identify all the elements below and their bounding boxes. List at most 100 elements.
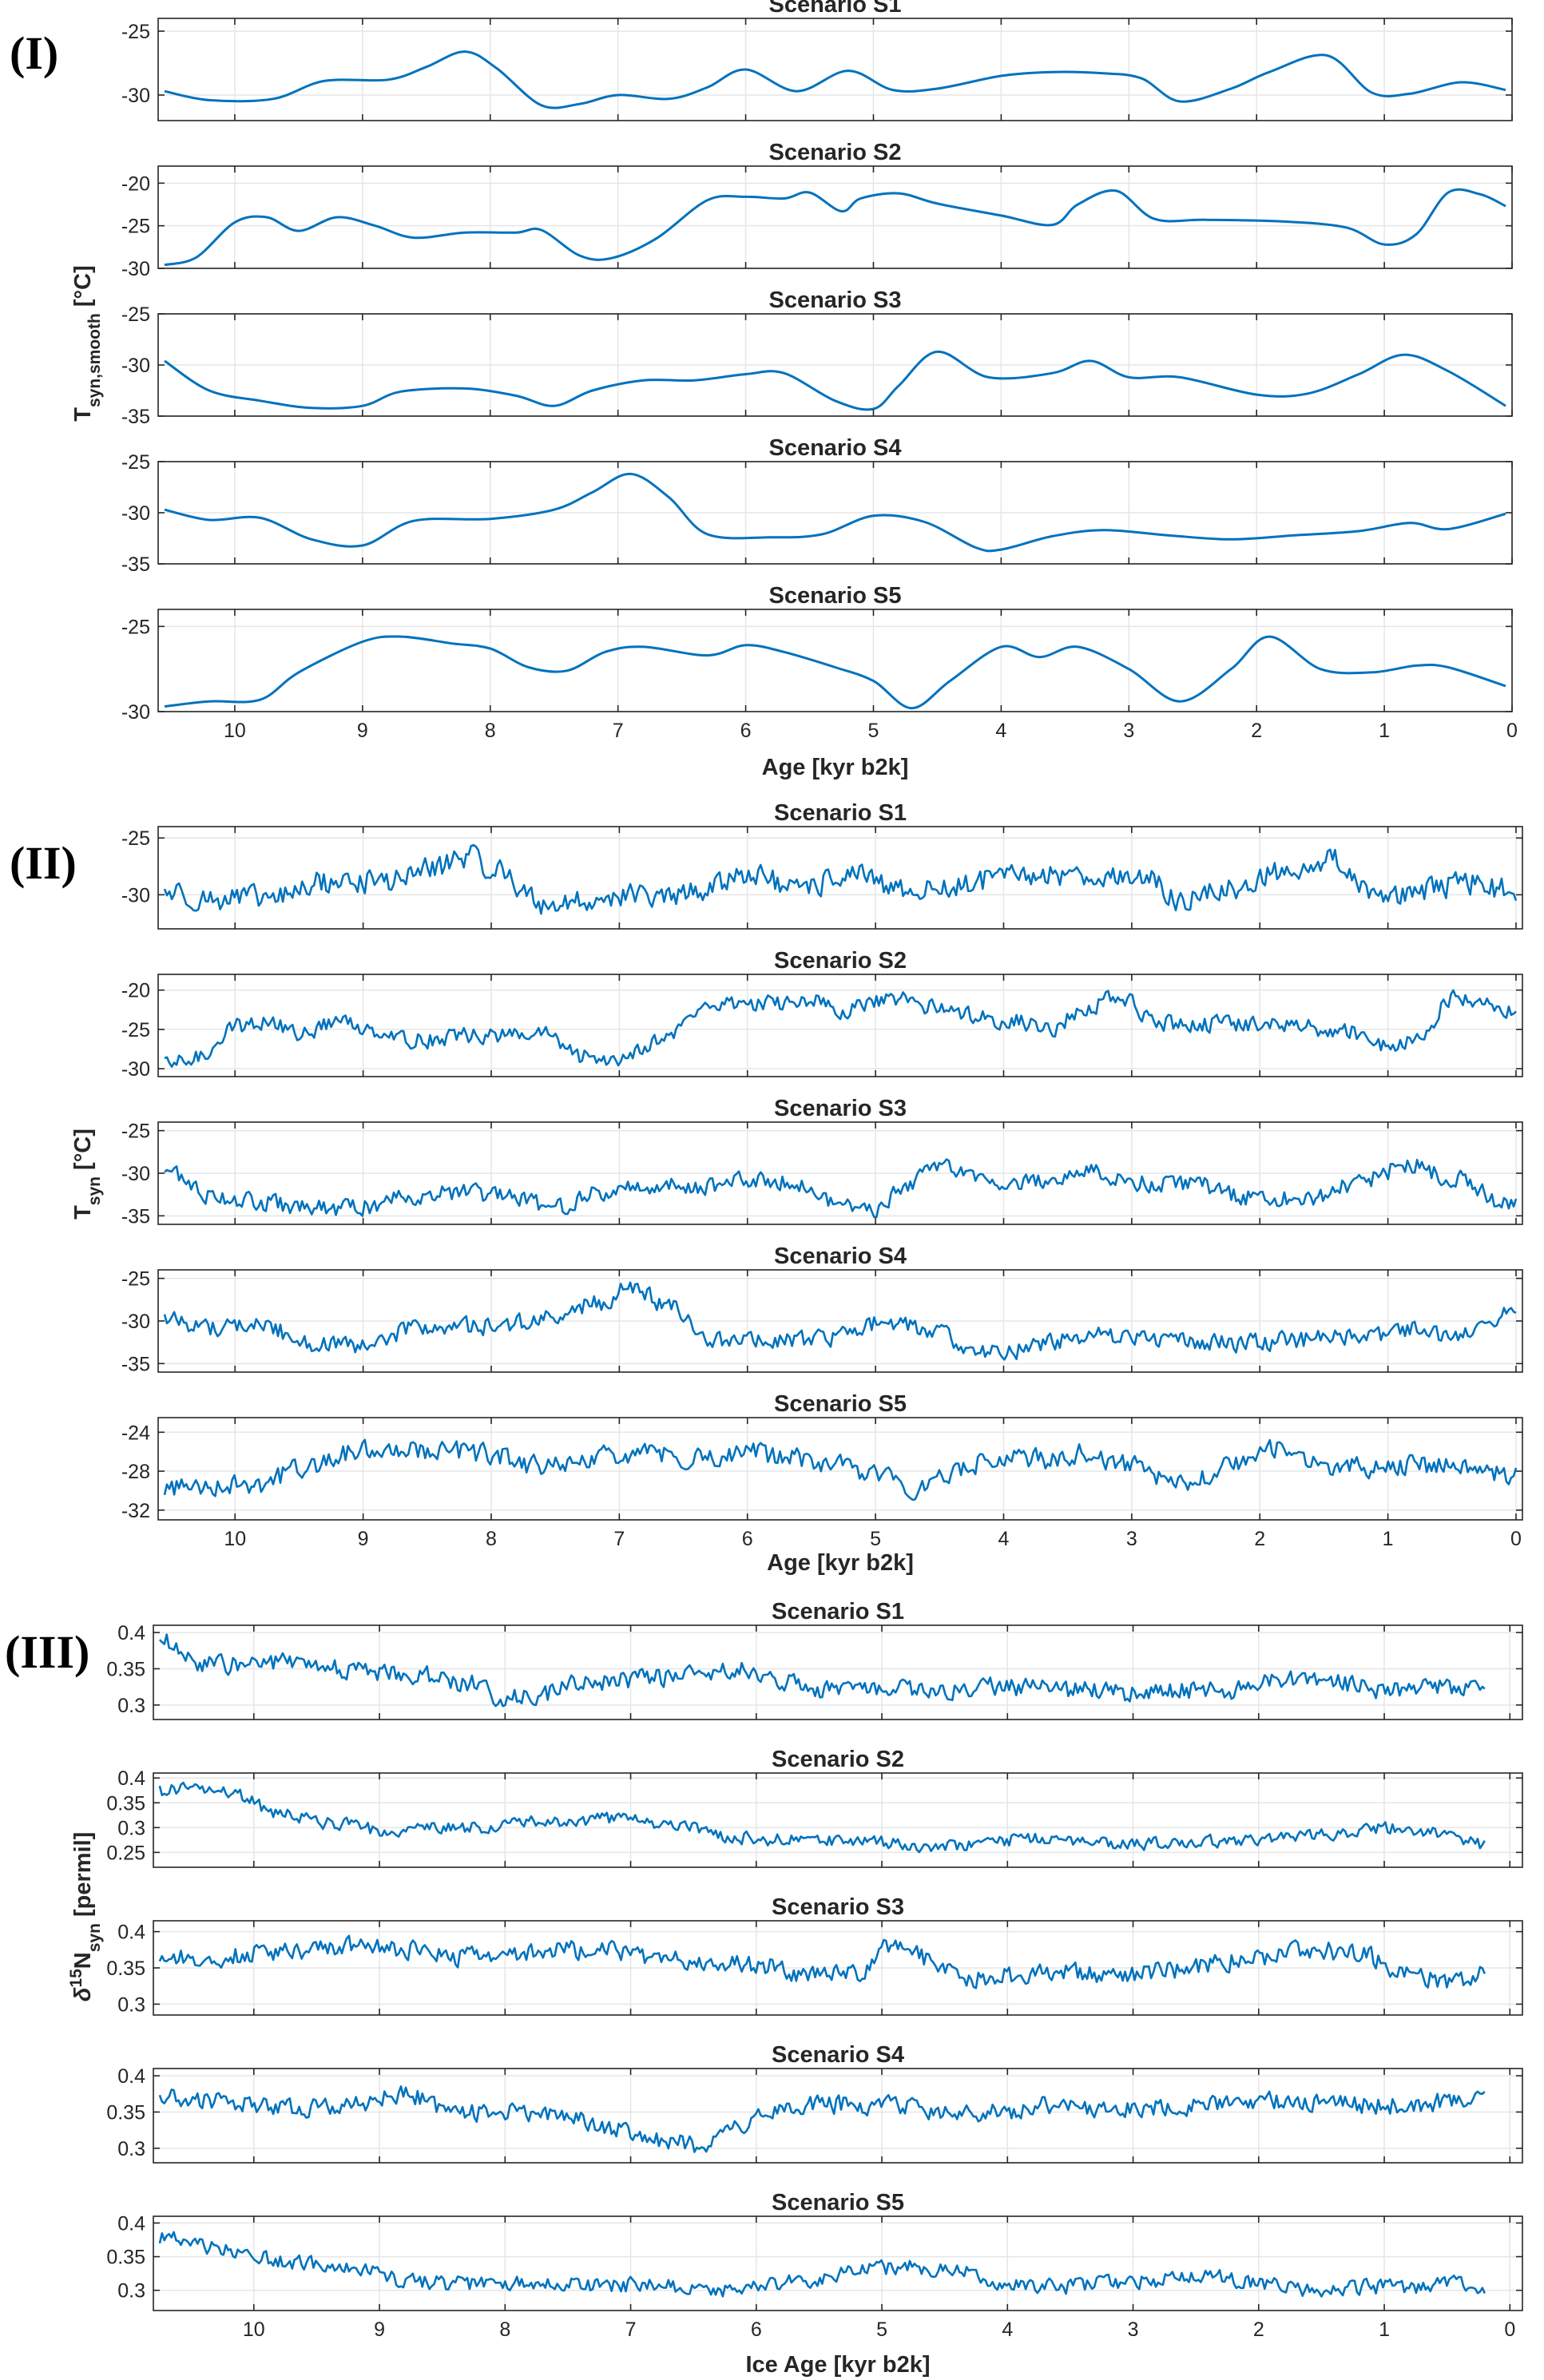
chart-panel-2-3: -25 -30 -35 Scenario S3 <box>121 1096 1523 1228</box>
x-tick-label: 9 <box>357 720 368 742</box>
chart-panel-2-2: -20 -25 -30 Scenario S2 <box>121 948 1523 1081</box>
x-tick-label: 4 <box>998 1528 1010 1550</box>
x-tick-label: 10 <box>224 1528 246 1550</box>
y-tick-label: -20 <box>121 173 150 195</box>
x-tick-label: 5 <box>870 1528 881 1550</box>
axes-frame <box>157 165 1513 269</box>
axes-frame <box>153 2215 1523 2311</box>
chart-panel-3-4: 0.4 0.35 0.3 Scenario S4 <box>106 2042 1523 2164</box>
x-axis-label: Age [kyr b2k] <box>767 1550 914 1576</box>
x-tick-label: 10 <box>224 720 246 742</box>
series-line <box>158 1934 1486 1989</box>
x-tick-label: 7 <box>613 1528 625 1550</box>
y-axis-label-main: δ <box>70 1987 96 2001</box>
x-tick-label: 1 <box>1379 2319 1390 2341</box>
y-tick-label: -30 <box>121 1163 150 1185</box>
y-axis-label-sub: syn <box>85 1923 104 1952</box>
y-axis-label-unit: [permil] <box>70 1832 96 1923</box>
x-tick-label: 6 <box>742 1528 753 1550</box>
y-tick-label: -28 <box>121 1461 150 1483</box>
axes-frame <box>157 1417 1523 1521</box>
y-tick-label: -30 <box>121 1058 150 1081</box>
x-tick-label: 0 <box>1504 2319 1515 2341</box>
y-tick-label: 0.3 <box>117 2280 145 2303</box>
x-tick-label: 9 <box>358 1528 369 1550</box>
x-tick-label: 9 <box>374 2319 385 2341</box>
chart-panel-2-1: -25 -30 Scenario S1 <box>121 800 1523 930</box>
axes-frame <box>157 18 1513 121</box>
y-tick-label: -25 <box>121 451 150 474</box>
y-tick-label: -20 <box>121 980 150 1002</box>
panel-title: Scenario S2 <box>774 948 907 974</box>
series-line <box>164 350 1506 411</box>
y-tick-label: 0.3 <box>117 1817 145 1839</box>
y-tick-label: -30 <box>121 502 150 525</box>
y-tick-label: -25 <box>121 616 150 638</box>
axes-frame <box>153 2068 1523 2164</box>
x-tick-label: 5 <box>868 720 879 742</box>
panel-title: Scenario S2 <box>768 140 901 165</box>
plot-area <box>153 2069 1522 2163</box>
axes-frame <box>157 974 1523 1077</box>
panel-title: Scenario S5 <box>774 1391 907 1417</box>
group-y-labels: Tsyn,smooth [°C] Tsyn [°C] δ15Nsyn [perm… <box>67 265 104 2001</box>
x-tick-label: 0 <box>1506 720 1518 742</box>
x-tick-label: 8 <box>486 1528 497 1550</box>
y-tick-label: -25 <box>121 1121 150 1143</box>
y-tick-label: 0.3 <box>117 1695 145 1717</box>
y-tick-label: 0.4 <box>117 1767 145 1790</box>
series-line <box>163 1281 1517 1361</box>
y-tick-label: -30 <box>121 1311 150 1333</box>
y-tick-label: 0.4 <box>117 1922 145 1944</box>
series-line <box>164 635 1506 710</box>
x-tick-label: 7 <box>613 720 624 742</box>
y-tick-label: -35 <box>121 553 150 576</box>
y-tick-label: 0.35 <box>106 1958 145 1980</box>
chart-panel-3-1: 0.4 0.35 0.3 Scenario S1 <box>106 1599 1523 1720</box>
x-tick-label: 2 <box>1251 720 1262 742</box>
y-tick-label: -30 <box>121 355 150 377</box>
chart-panel-1-4: -25 -30 -35 Scenario S4 <box>121 435 1513 576</box>
panel-title: Scenario S1 <box>768 0 901 18</box>
y-axis-label-group-II: Tsyn [°C] <box>70 1129 104 1220</box>
y-tick-label: -25 <box>121 827 150 850</box>
axes-frame <box>153 1772 1523 1868</box>
x-tick-label: 4 <box>1002 2319 1013 2341</box>
group-label-III: (III) <box>5 1626 89 1678</box>
y-tick-label: 0.3 <box>117 1993 145 2016</box>
x-tick-label: 10 <box>243 2319 265 2341</box>
chart-panel-1-1: -25 -30 Scenario S1 <box>121 0 1513 121</box>
plot-area <box>158 609 1512 712</box>
plot-area <box>153 2216 1522 2311</box>
chart-panel-3-3: 0.4 0.35 0.3 Scenario S3 <box>106 1894 1523 2016</box>
x-tick-label: 2 <box>1254 1528 1265 1550</box>
x-tick-label: 2 <box>1253 2319 1264 2341</box>
series-line <box>163 1438 1518 1501</box>
x-tick-label: 5 <box>876 2319 887 2341</box>
y-axis-label-group-I: Tsyn,smooth [°C] <box>70 265 104 422</box>
series-line <box>158 2231 1486 2298</box>
group-labels: (I) (II) (III) <box>5 27 89 1678</box>
plot-area <box>158 974 1522 1077</box>
y-tick-label: -25 <box>121 216 150 238</box>
x-axis-label: Age [kyr b2k] <box>762 755 909 780</box>
y-axis-label-group-III: δ15Nsyn [permil] <box>67 1832 104 2002</box>
y-tick-label: -25 <box>121 21 150 43</box>
chart-panels: -25 -30 Scenario S1 -20 -25 -30 Scenario S2 -25… <box>106 0 1523 2378</box>
x-axis-label: Ice Age [kyr b2k] <box>745 2352 930 2378</box>
y-tick-label: -24 <box>121 1422 150 1444</box>
plot-area <box>158 18 1512 121</box>
y-tick-label: -25 <box>121 303 150 326</box>
series-line <box>164 472 1506 553</box>
axes-frame <box>157 609 1513 712</box>
y-tick-label: -30 <box>121 884 150 906</box>
series-line <box>158 1781 1486 1854</box>
x-tick-label: 3 <box>1123 720 1134 742</box>
y-tick-label: 0.4 <box>117 2212 145 2235</box>
y-axis-label-main: T <box>70 407 96 422</box>
chart-panel-2-4: -25 -30 -35 Scenario S4 <box>121 1244 1523 1375</box>
y-tick-label: -30 <box>121 701 150 724</box>
y-tick-label: -25 <box>121 1019 150 1041</box>
